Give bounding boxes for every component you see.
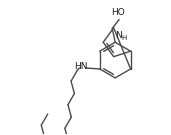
Text: HO: HO [111,8,125,17]
Text: N: N [115,31,122,40]
Text: H: H [122,35,127,41]
Text: HN: HN [74,62,87,71]
